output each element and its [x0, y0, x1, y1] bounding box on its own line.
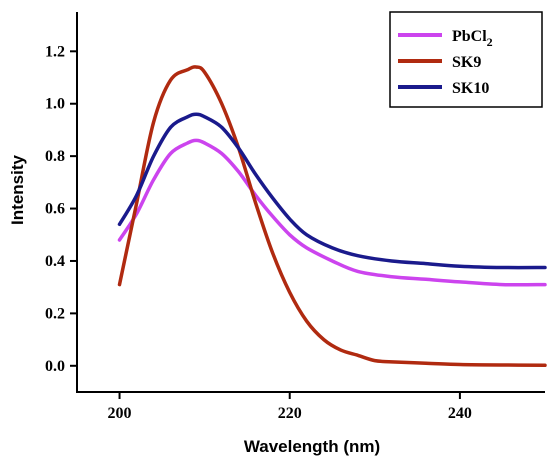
legend: PbCl2 SK9 SK10 — [389, 11, 543, 108]
y-tick-label: 0.4 — [45, 253, 65, 270]
series-line-3 — [117, 112, 547, 270]
x-tick-label: 220 — [278, 405, 302, 422]
series-layer — [117, 65, 547, 368]
y-tick-label: 0.6 — [45, 201, 65, 218]
y-tick-label: 0.8 — [45, 148, 65, 165]
y-tick-label: 1.2 — [45, 43, 65, 60]
legend-label-1: PbCl2 — [452, 28, 493, 49]
series-line-2 — [117, 65, 547, 368]
legend-label-2: SK9 — [452, 54, 481, 71]
x-tick-label: 240 — [448, 405, 472, 422]
legend-label-3: SK10 — [452, 80, 489, 97]
series-line-1 — [117, 138, 547, 287]
y-axis-title: Intensity — [8, 155, 27, 225]
y-tick-label: 0.0 — [45, 358, 65, 375]
y-tick-label: 0.2 — [45, 305, 65, 322]
x-tick-label: 200 — [108, 405, 132, 422]
axes: 200 220 240 0.0 0.2 0.4 0.6 0.8 1.0 1.2 — [45, 12, 545, 422]
x-axis-title: Wavelength (nm) — [244, 437, 380, 456]
y-tick-label: 1.0 — [45, 96, 65, 113]
